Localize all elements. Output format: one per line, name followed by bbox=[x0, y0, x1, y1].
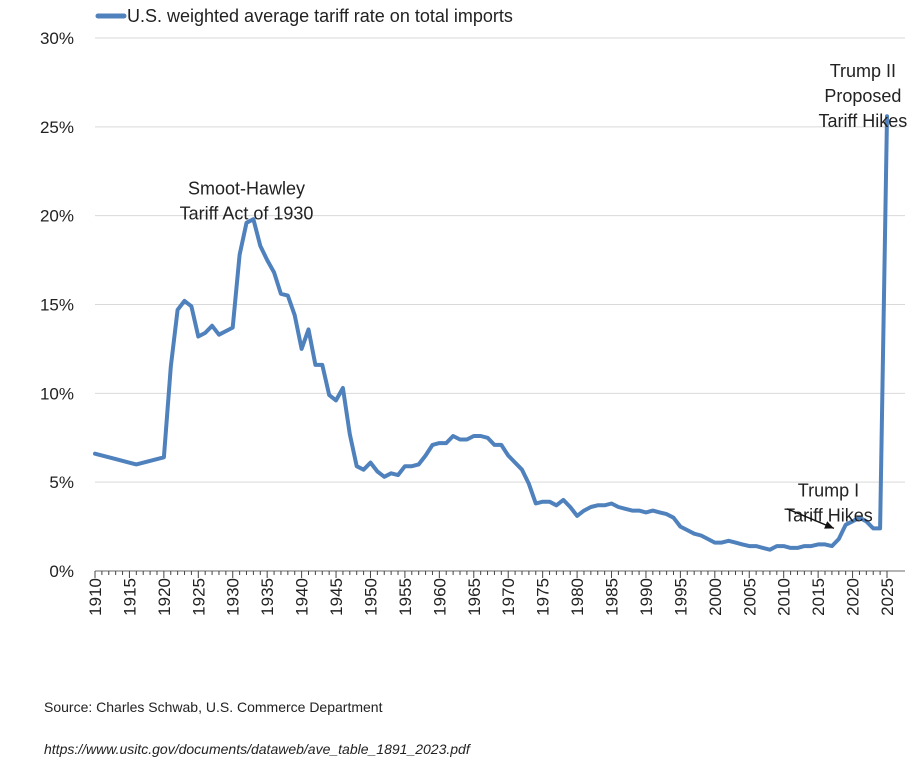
x-tick-label: 2000 bbox=[706, 578, 725, 616]
x-tick-label: 1935 bbox=[258, 578, 277, 616]
tariff-line-chart: 0% 5% 10% 15% 20% 25% 30% 1910 1915 1920 1925 1930… bbox=[40, 6, 908, 616]
x-tick-label: 2025 bbox=[878, 578, 897, 616]
x-tick-label: 1955 bbox=[396, 578, 415, 616]
annotation-text: Trump II bbox=[830, 61, 896, 81]
source-note: Source: Charles Schwab, U.S. Commerce De… bbox=[44, 699, 383, 715]
annotation-text: Tariff Act of 1930 bbox=[180, 203, 314, 223]
annotation-text: Tariff Hikes bbox=[784, 505, 873, 525]
y-tick-label: 10% bbox=[40, 384, 74, 403]
x-tick-label: 1945 bbox=[327, 578, 346, 616]
annotation-arrowhead bbox=[824, 521, 834, 529]
x-axis-ticks: 1910 1915 1920 1925 1930 1935 1940 1945 1950 1955… bbox=[86, 571, 897, 616]
annotation-text: Tariff Hikes bbox=[819, 111, 908, 131]
legend-label: U.S. weighted average tariff rate on tot… bbox=[127, 6, 513, 26]
x-tick-label: 2015 bbox=[809, 578, 828, 616]
x-tick-label: 1920 bbox=[155, 578, 174, 616]
legend: U.S. weighted average tariff rate on tot… bbox=[95, 6, 513, 26]
x-tick-label: 1930 bbox=[224, 578, 243, 616]
y-tick-label: 20% bbox=[40, 207, 74, 226]
annotations: Smoot-Hawley Tariff Act of 1930 Trump I Tar… bbox=[180, 61, 908, 530]
series-layer bbox=[93, 114, 889, 552]
x-tick-label: 2010 bbox=[775, 578, 794, 616]
y-axis-ticks: 0% 5% 10% 15% 20% 25% 30% bbox=[40, 29, 74, 581]
x-tick-label: 1940 bbox=[293, 578, 312, 616]
x-tick-label: 2020 bbox=[844, 578, 863, 616]
x-tick-label: 2005 bbox=[740, 578, 759, 616]
source-url: https://www.usitc.gov/documents/dataweb/… bbox=[44, 741, 470, 757]
y-tick-label: 5% bbox=[49, 473, 74, 492]
y-tick-label: 15% bbox=[40, 296, 74, 315]
x-tick-label: 1960 bbox=[430, 578, 449, 616]
x-tick-label: 1950 bbox=[361, 578, 380, 616]
x-tick-label: 1990 bbox=[637, 578, 656, 616]
x-tick-label: 1915 bbox=[120, 578, 139, 616]
x-tick-label: 1970 bbox=[499, 578, 518, 616]
annotation-text: Proposed bbox=[824, 86, 901, 106]
y-tick-label: 25% bbox=[40, 118, 74, 137]
y-tick-label: 0% bbox=[49, 562, 74, 581]
x-tick-label: 1985 bbox=[603, 578, 622, 616]
x-tick-label: 1965 bbox=[465, 578, 484, 616]
annotation-text: Smoot-Hawley bbox=[188, 178, 305, 198]
grid-lines bbox=[95, 37, 905, 572]
x-tick-label: 1980 bbox=[568, 578, 587, 616]
y-tick-label: 30% bbox=[40, 29, 74, 48]
x-tick-label: 1910 bbox=[86, 578, 105, 616]
x-tick-label: 1925 bbox=[189, 578, 208, 616]
series-line-tariff-rate bbox=[93, 114, 889, 552]
annotation-text: Trump I bbox=[798, 480, 859, 500]
x-tick-label: 1995 bbox=[671, 578, 690, 616]
x-tick-label: 1975 bbox=[534, 578, 553, 616]
